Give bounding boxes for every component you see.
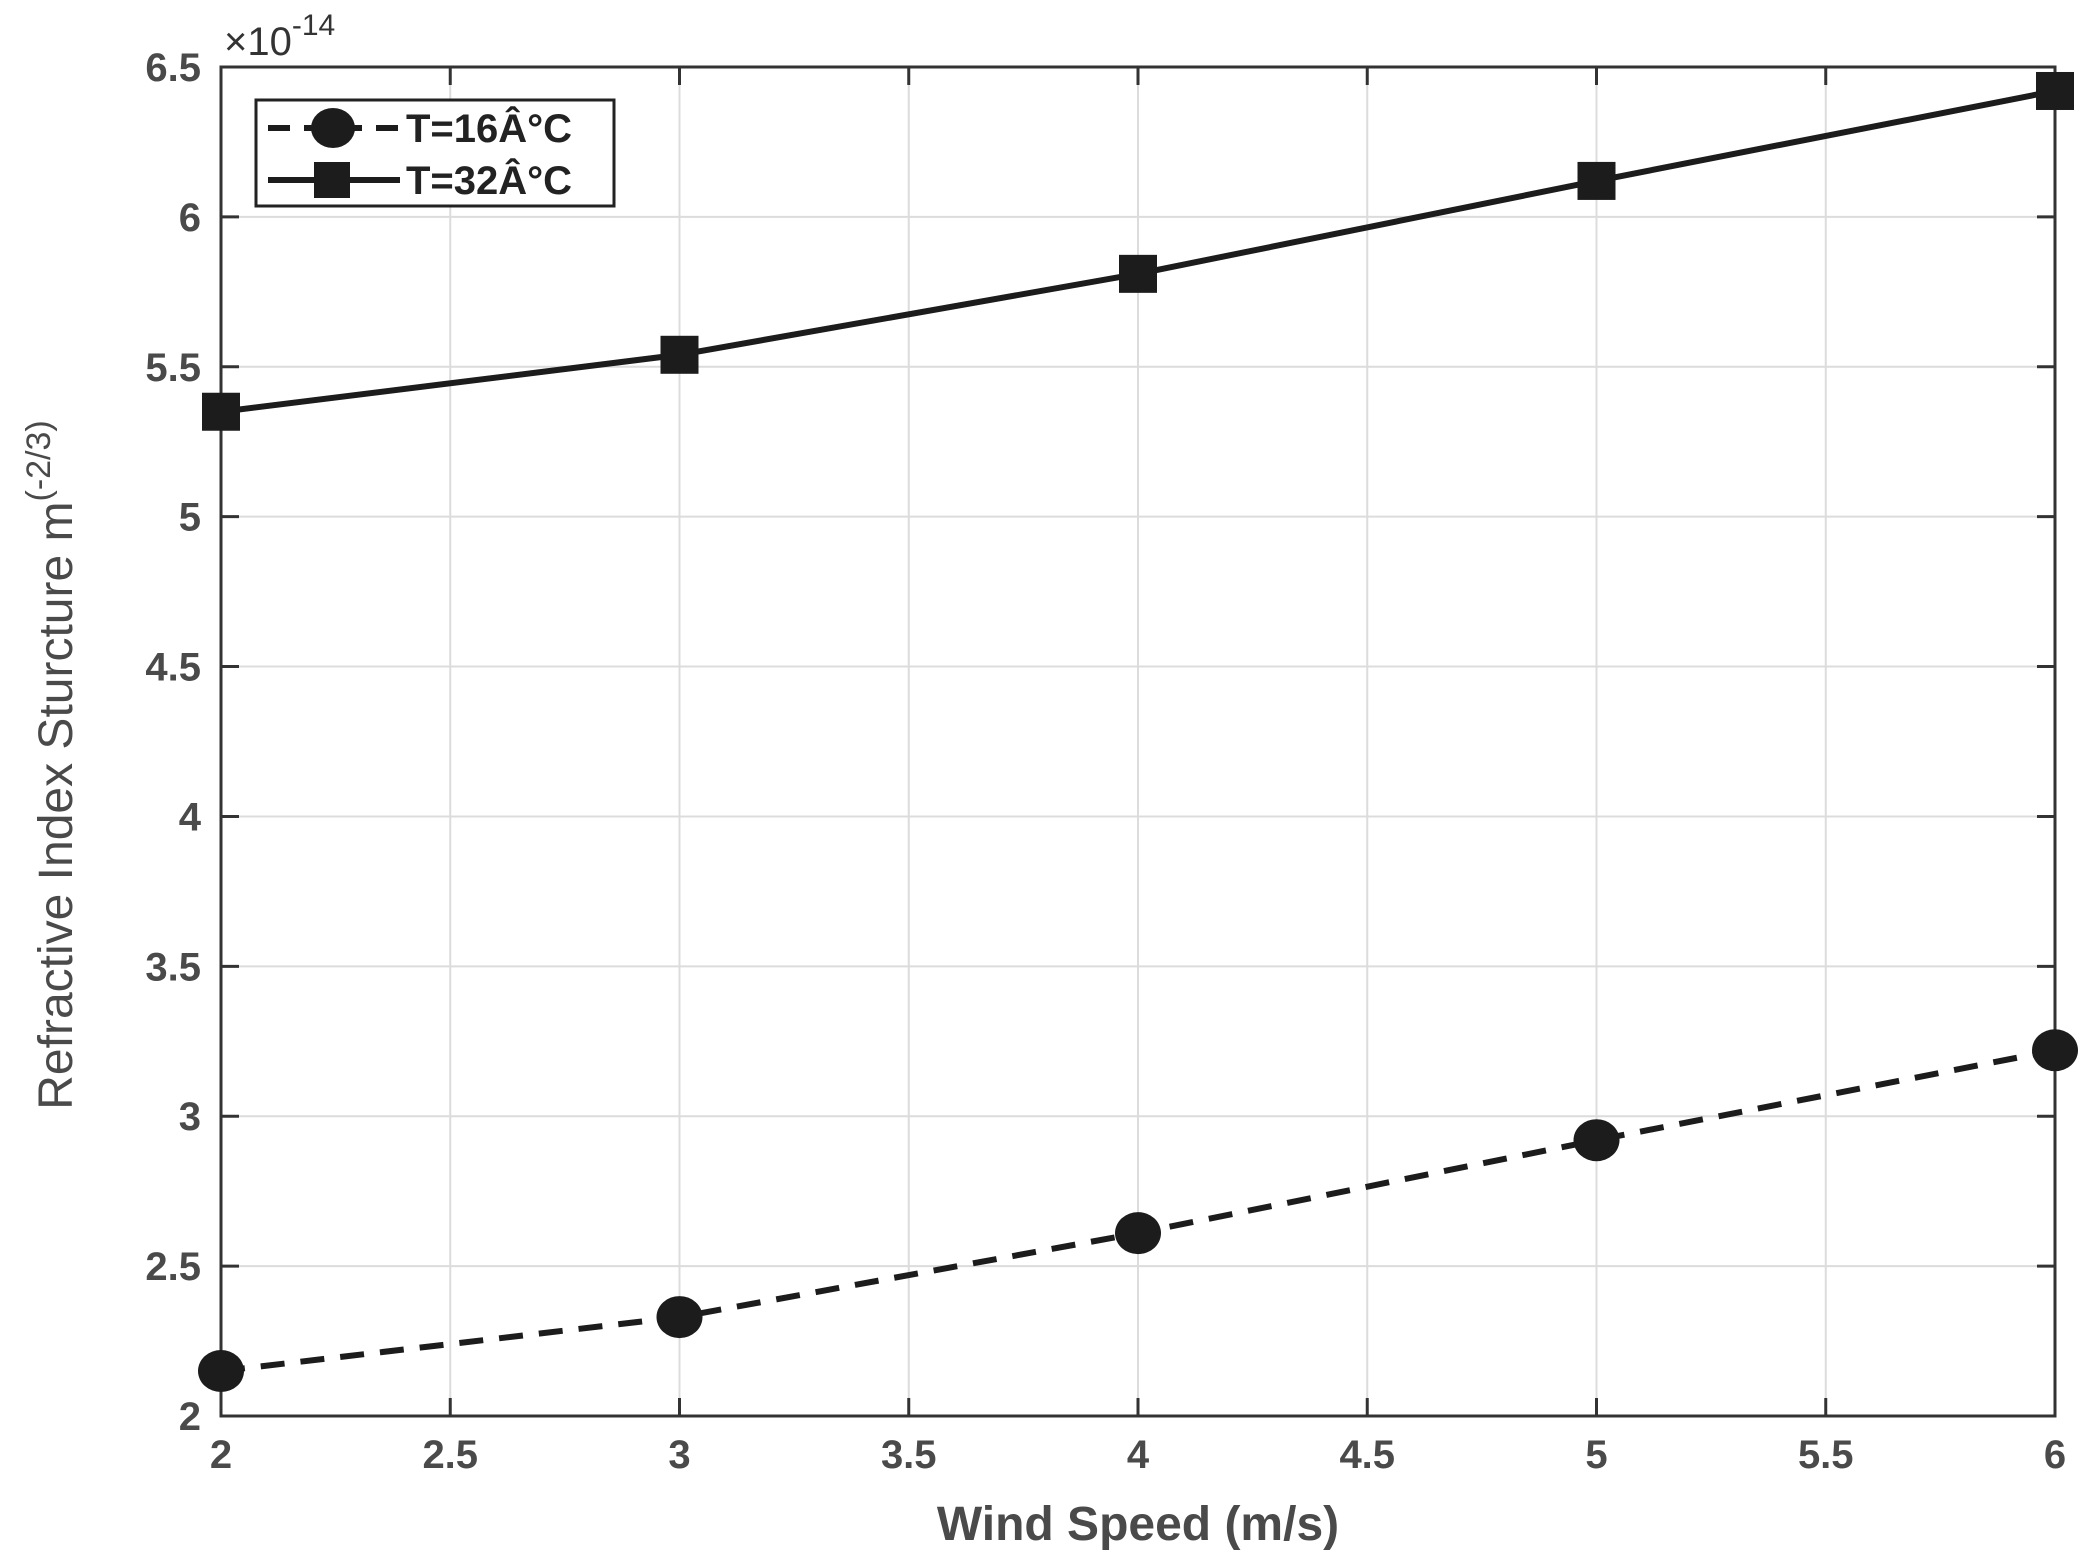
data-point-square [2036, 71, 2074, 110]
y-tick-label: 6.5 [145, 46, 201, 90]
legend-label-t16: T=16Â°C [406, 105, 572, 151]
y-tick-label: 5 [179, 496, 201, 540]
grid-lines [220, 66, 2056, 1417]
y-tick-label: 2.5 [145, 1245, 201, 1289]
legend-label-t32: T=32Â°C [406, 157, 572, 203]
x-tick-label: 4 [1127, 1433, 1150, 1477]
x-tick-label: 6 [2044, 1433, 2066, 1477]
y-tick-label: 3 [179, 1095, 201, 1139]
legend: T=16Â°C T=32Â°C [254, 98, 616, 208]
x-axis-title: Wind Speed (m/s) [937, 1498, 1339, 1551]
y-tick-labels: 2 2.5 3 3.5 4 4.5 5 5.5 6 6.5 [145, 46, 201, 1439]
y-tick-label: 3.5 [145, 945, 201, 989]
y-tick-label: 5.5 [145, 346, 201, 390]
data-point-square [1577, 161, 1616, 200]
y-axis-title-superscript: (-2/3) [20, 420, 58, 501]
series-t32 [202, 71, 2074, 431]
data-point-circle [1573, 1119, 1620, 1162]
data-point-circle [2032, 1029, 2078, 1072]
legend-entry-t16: T=16Â°C [268, 105, 572, 151]
data-point-square [202, 392, 240, 431]
x-tick-label: 3.5 [881, 1433, 937, 1477]
data-point-circle [656, 1296, 703, 1339]
data-point-square [660, 335, 699, 374]
data-point-circle [198, 1350, 244, 1393]
legend-marker-square [314, 162, 350, 198]
legend-entry-t32: T=32Â°C [268, 157, 572, 203]
data-series [198, 71, 2078, 1393]
series-t16 [198, 1029, 2078, 1393]
y-scale-prefix: ×10 [224, 20, 292, 64]
x-tick-label: 3 [668, 1433, 690, 1477]
y-axis-title: Refractive Index Sturcture m(-2/3) [20, 420, 83, 1109]
x-tick-label: 5 [1585, 1433, 1607, 1477]
x-tick-label: 4.5 [1339, 1433, 1395, 1477]
y-axis-title-base: Refractive Index Sturcture m [30, 502, 83, 1110]
x-tick-label: 2.5 [422, 1433, 478, 1477]
x-tick-label: 5.5 [1798, 1433, 1854, 1477]
y-scale-multiplier: ×10-14 [224, 9, 335, 64]
data-point-square [1119, 254, 1157, 293]
data-point-circle [1115, 1212, 1161, 1255]
y-tick-label: 4 [179, 795, 202, 839]
x-tick-label: 2 [210, 1433, 232, 1477]
y-scale-exponent: -14 [292, 9, 335, 42]
y-tick-label: 4.5 [145, 646, 201, 690]
x-tick-labels: 2 2.5 3 3.5 4 4.5 5 5.5 6 [210, 1433, 2066, 1477]
y-tick-label: 6 [179, 196, 201, 240]
y-tick-label: 2 [179, 1395, 201, 1439]
legend-marker-circle [311, 108, 355, 148]
